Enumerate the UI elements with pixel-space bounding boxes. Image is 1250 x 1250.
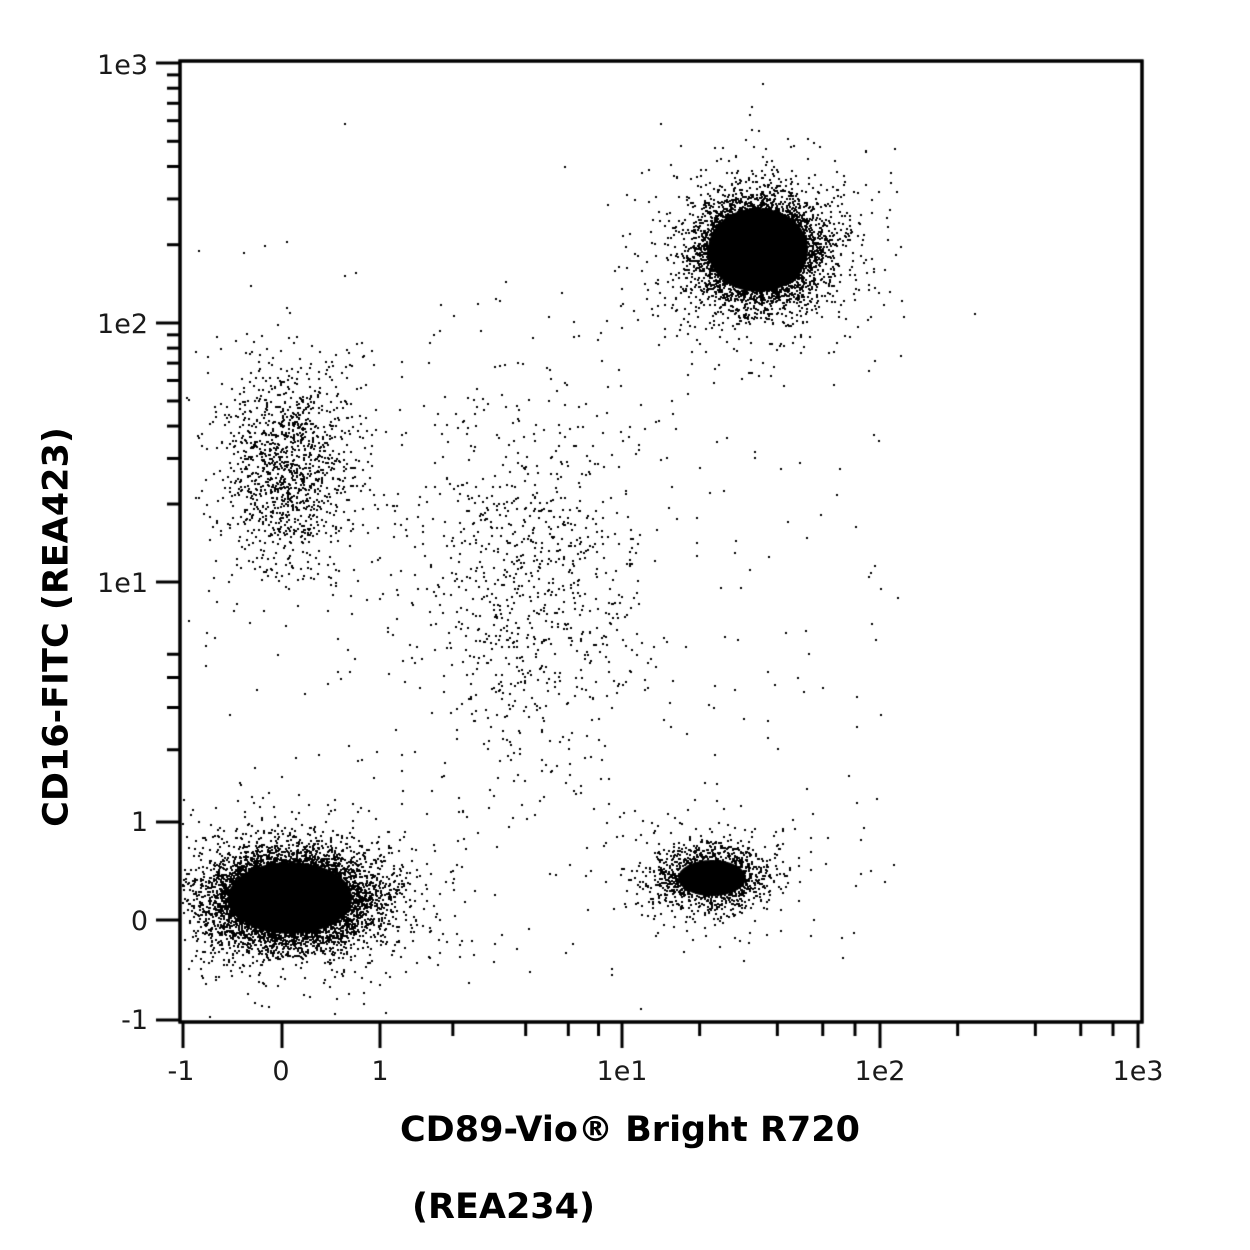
x-axis-title: CD89-Vio® Bright R720	[400, 1110, 860, 1150]
y-tick-neg1: -1	[121, 1005, 148, 1036]
y-tick-1e2: 1e2	[97, 309, 148, 340]
y-axis-title: CD16-FITC (REA423)	[36, 427, 77, 827]
x-tick-1e3: 1e3	[1112, 1056, 1164, 1087]
y-tick-1e1: 1e1	[97, 568, 148, 599]
x-tick-1e1: 1e1	[596, 1056, 648, 1087]
y-tick-1e3: 1e3	[97, 50, 148, 81]
y-tick-1: 1	[130, 807, 148, 838]
x-tick-neg1: -1	[167, 1056, 195, 1087]
x-tick-0: 0	[272, 1056, 290, 1087]
x-tick-1e2: 1e2	[854, 1056, 906, 1087]
x-axis-subtitle: (REA234)	[412, 1187, 595, 1227]
y-tick-0: 0	[130, 906, 148, 937]
x-tick-1: 1	[371, 1056, 389, 1087]
